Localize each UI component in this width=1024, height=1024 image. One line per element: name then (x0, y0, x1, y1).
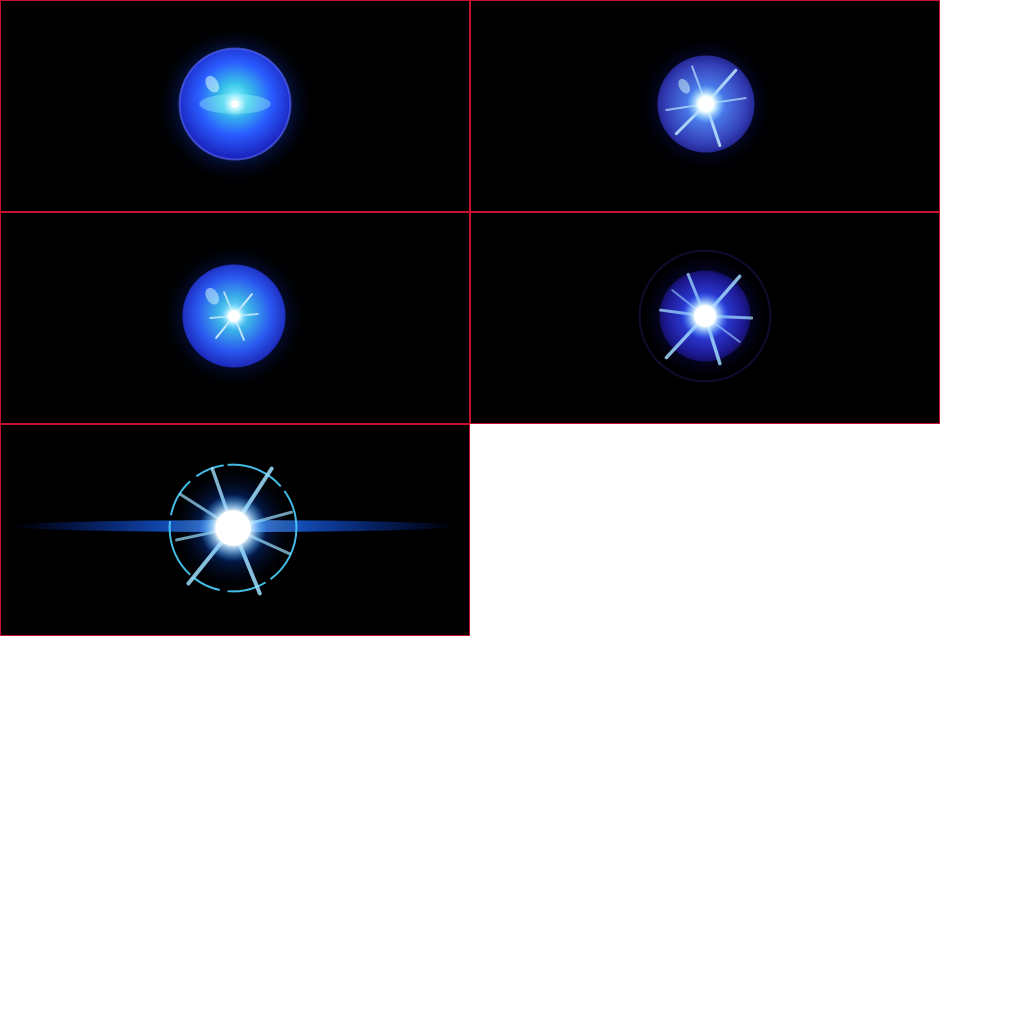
highlight (205, 75, 220, 93)
orb-frame-3 (0, 212, 470, 424)
orb-frame-5 (0, 424, 470, 636)
orb-frame-4 (470, 212, 940, 424)
orb-graphic-5 (12, 463, 458, 596)
ring (168, 463, 298, 593)
orb-frame-1 (0, 0, 470, 212)
orb-graphic-4 (637, 248, 773, 384)
highlight (205, 287, 220, 305)
orb-frame-2 (470, 0, 940, 212)
orb-graphic-2 (634, 32, 778, 176)
highlight (678, 78, 691, 94)
orb-graphic-3 (158, 240, 310, 392)
orb-graphic-1 (153, 23, 317, 187)
